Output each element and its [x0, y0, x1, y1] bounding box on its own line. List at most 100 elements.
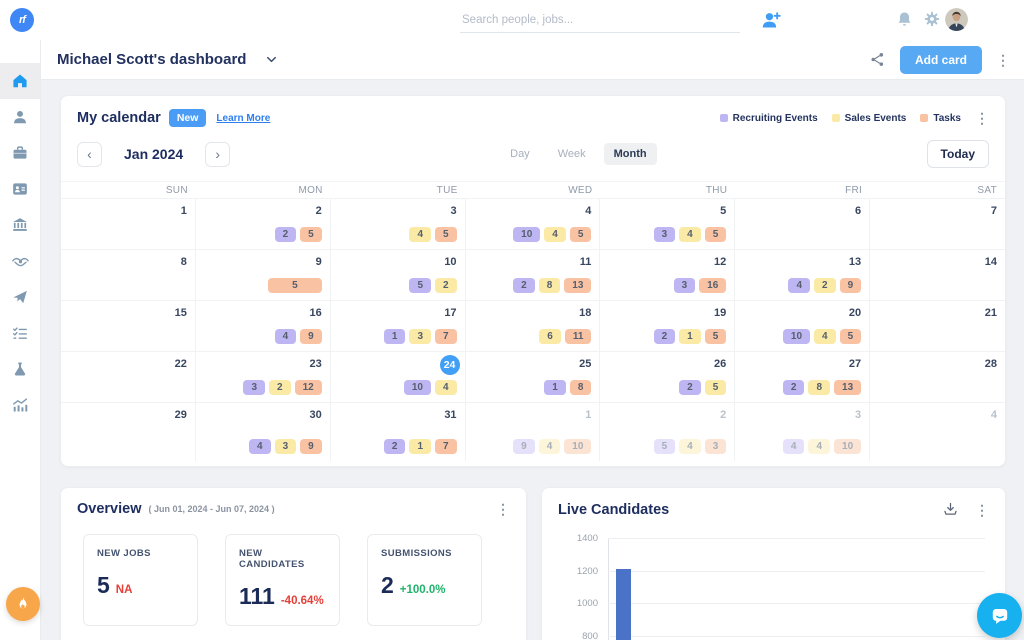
- calendar-day-cell[interactable]: 12 3 16: [600, 249, 736, 300]
- chart-bar[interactable]: [616, 568, 631, 640]
- event-count-badge-tasks[interactable]: 5: [268, 278, 322, 293]
- chat-widget-button[interactable]: [977, 593, 1022, 638]
- event-count-badge-sales[interactable]: 2: [814, 278, 836, 293]
- event-count-badge-sales[interactable]: 3: [409, 329, 431, 344]
- event-count-badge-recruiting[interactable]: 4: [274, 329, 297, 344]
- sidebar-item-handshake[interactable]: [0, 243, 40, 279]
- event-count-badge-tasks[interactable]: 8: [569, 380, 592, 395]
- event-count-badge-sales[interactable]: 4: [679, 439, 701, 454]
- learn-more-link[interactable]: Learn More: [216, 112, 271, 124]
- calendar-day-cell[interactable]: 13 4 2 9: [735, 249, 871, 300]
- calendar-day-cell[interactable]: 25 1 8: [465, 351, 601, 402]
- event-count-badge-tasks[interactable]: 9: [839, 278, 862, 293]
- avatar[interactable]: [945, 8, 968, 31]
- calendar-day-cell[interactable]: 20 10 4 5: [735, 300, 871, 351]
- download-icon[interactable]: [942, 501, 959, 518]
- event-count-badge-tasks[interactable]: 5: [300, 227, 322, 242]
- prev-month-button[interactable]: ‹: [77, 141, 102, 167]
- event-count-badge-sales[interactable]: 4: [435, 380, 457, 395]
- event-count-badge-recruiting[interactable]: 2: [513, 278, 535, 293]
- event-count-badge-recruiting[interactable]: 2: [383, 439, 406, 454]
- sidebar-item-checklist[interactable]: [0, 315, 40, 351]
- event-count-badge-recruiting[interactable]: 5: [409, 278, 431, 293]
- event-count-badge-sales[interactable]: 1: [679, 329, 701, 344]
- event-count-badge-sales[interactable]: 6: [539, 329, 561, 344]
- calendar-day-cell[interactable]: 6: [735, 198, 871, 249]
- sidebar-item-paper-plane[interactable]: [0, 279, 40, 315]
- event-count-badge-sales[interactable]: 4: [538, 439, 561, 454]
- event-count-badge-recruiting[interactable]: 2: [653, 329, 676, 344]
- calendar-day-cell[interactable]: 3 4 4 10: [735, 402, 871, 461]
- calendar-day-cell[interactable]: 31 2 1 7: [330, 402, 466, 461]
- calendar-day-cell[interactable]: 21: [870, 300, 1005, 351]
- calendar-day-cell[interactable]: 27 2 8 13: [735, 351, 871, 402]
- calendar-day-cell[interactable]: 22: [61, 351, 196, 402]
- sidebar-item-user[interactable]: [0, 99, 40, 135]
- calendar-day-cell[interactable]: 19 2 1 5: [600, 300, 736, 351]
- share-icon[interactable]: [869, 51, 886, 68]
- sidebar-item-briefcase[interactable]: [0, 135, 40, 171]
- event-count-badge-tasks[interactable]: 5: [704, 227, 727, 242]
- view-week[interactable]: Week: [557, 148, 586, 160]
- calendar-day-cell[interactable]: 15: [61, 300, 196, 351]
- event-count-badge-recruiting[interactable]: 9: [513, 439, 535, 454]
- calendar-day-cell[interactable]: 7: [870, 198, 1005, 249]
- chevron-down-icon[interactable]: [264, 52, 279, 67]
- calendar-day-cell[interactable]: 1: [61, 198, 196, 249]
- event-count-badge-recruiting[interactable]: 2: [274, 227, 297, 242]
- event-count-badge-tasks[interactable]: 12: [294, 380, 322, 395]
- sidebar-item-contact-card[interactable]: [0, 171, 40, 207]
- event-count-badge-tasks[interactable]: 9: [300, 329, 322, 344]
- event-count-badge-sales[interactable]: 4: [814, 329, 836, 344]
- event-count-badge-recruiting[interactable]: 3: [673, 278, 696, 293]
- today-button[interactable]: Today: [926, 140, 989, 168]
- event-count-badge-sales[interactable]: 3: [274, 439, 297, 454]
- event-count-badge-tasks[interactable]: 13: [834, 380, 862, 395]
- event-count-badge-recruiting[interactable]: 4: [788, 278, 811, 293]
- event-count-badge-sales[interactable]: 2: [435, 278, 457, 293]
- add-card-button[interactable]: Add card: [899, 45, 982, 74]
- event-count-badge-sales[interactable]: 4: [679, 227, 701, 242]
- user-plus-icon[interactable]: [760, 9, 782, 31]
- event-count-badge-sales[interactable]: 1: [409, 439, 431, 454]
- app-logo[interactable]: rf: [10, 8, 34, 32]
- event-count-badge-recruiting[interactable]: 4: [782, 439, 805, 454]
- event-count-badge-recruiting[interactable]: 1: [544, 380, 566, 395]
- sidebar-item-home[interactable]: [0, 63, 40, 99]
- event-count-badge-tasks[interactable]: 13: [564, 278, 592, 293]
- next-month-button[interactable]: ›: [205, 141, 231, 167]
- whats-new-button[interactable]: [6, 587, 40, 621]
- event-count-badge-recruiting[interactable]: 2: [782, 380, 805, 395]
- calendar-day-cell[interactable]: 14: [870, 249, 1005, 300]
- event-count-badge-recruiting[interactable]: 10: [782, 329, 811, 344]
- event-count-badge-recruiting[interactable]: 10: [403, 380, 431, 395]
- calendar-day-cell[interactable]: 10 5 2: [330, 249, 466, 300]
- event-count-badge-tasks[interactable]: 11: [564, 329, 592, 344]
- event-count-badge-tasks[interactable]: 5: [569, 227, 592, 242]
- event-count-badge-sales[interactable]: 8: [538, 278, 561, 293]
- event-count-badge-sales[interactable]: 4: [544, 227, 566, 242]
- event-count-badge-tasks[interactable]: 16: [699, 278, 727, 293]
- event-count-badge-recruiting[interactable]: 2: [679, 380, 701, 395]
- calendar-day-cell[interactable]: 26 2 5: [600, 351, 736, 402]
- view-month[interactable]: Month: [603, 143, 657, 165]
- event-count-badge-tasks[interactable]: 3: [704, 439, 727, 454]
- event-count-badge-sales[interactable]: 4: [808, 439, 831, 454]
- view-day[interactable]: Day: [510, 148, 530, 160]
- event-count-badge-recruiting[interactable]: 3: [243, 380, 266, 395]
- sidebar-item-flask[interactable]: [0, 351, 40, 387]
- calendar-day-cell[interactable]: 4 10 4 5: [465, 198, 601, 249]
- event-count-badge-recruiting[interactable]: 4: [249, 439, 271, 454]
- calendar-day-cell[interactable]: 28: [870, 351, 1005, 402]
- calendar-day-cell[interactable]: 29: [61, 402, 196, 461]
- calendar-day-cell[interactable]: 8: [61, 249, 196, 300]
- event-count-badge-recruiting[interactable]: 10: [513, 227, 541, 242]
- sidebar-item-bank[interactable]: [0, 207, 40, 243]
- sidebar-item-chart-trend[interactable]: [0, 387, 40, 423]
- event-count-badge-recruiting[interactable]: 1: [383, 329, 406, 344]
- calendar-day-cell[interactable]: 23 3 2 12: [195, 351, 331, 402]
